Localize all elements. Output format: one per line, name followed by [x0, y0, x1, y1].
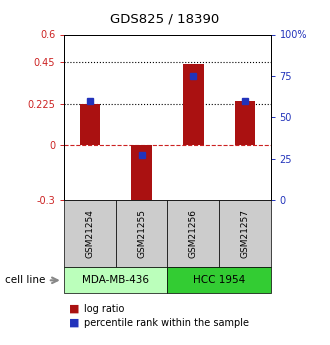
Text: GDS825 / 18390: GDS825 / 18390: [110, 12, 220, 25]
Bar: [183, 64, 204, 145]
Text: percentile rank within the sample: percentile rank within the sample: [84, 318, 249, 327]
Text: log ratio: log ratio: [84, 304, 124, 314]
Bar: [80, 104, 100, 145]
Text: MDA-MB-436: MDA-MB-436: [82, 275, 149, 285]
Text: HCC 1954: HCC 1954: [193, 275, 245, 285]
Text: cell line: cell line: [5, 275, 45, 285]
Text: ■: ■: [69, 318, 80, 327]
Bar: [131, 145, 152, 205]
Text: GSM21254: GSM21254: [85, 209, 95, 258]
Bar: [235, 101, 255, 145]
Text: GSM21255: GSM21255: [137, 209, 146, 258]
Text: GSM21257: GSM21257: [240, 209, 249, 258]
Text: GSM21256: GSM21256: [189, 209, 198, 258]
Text: ■: ■: [69, 304, 80, 314]
